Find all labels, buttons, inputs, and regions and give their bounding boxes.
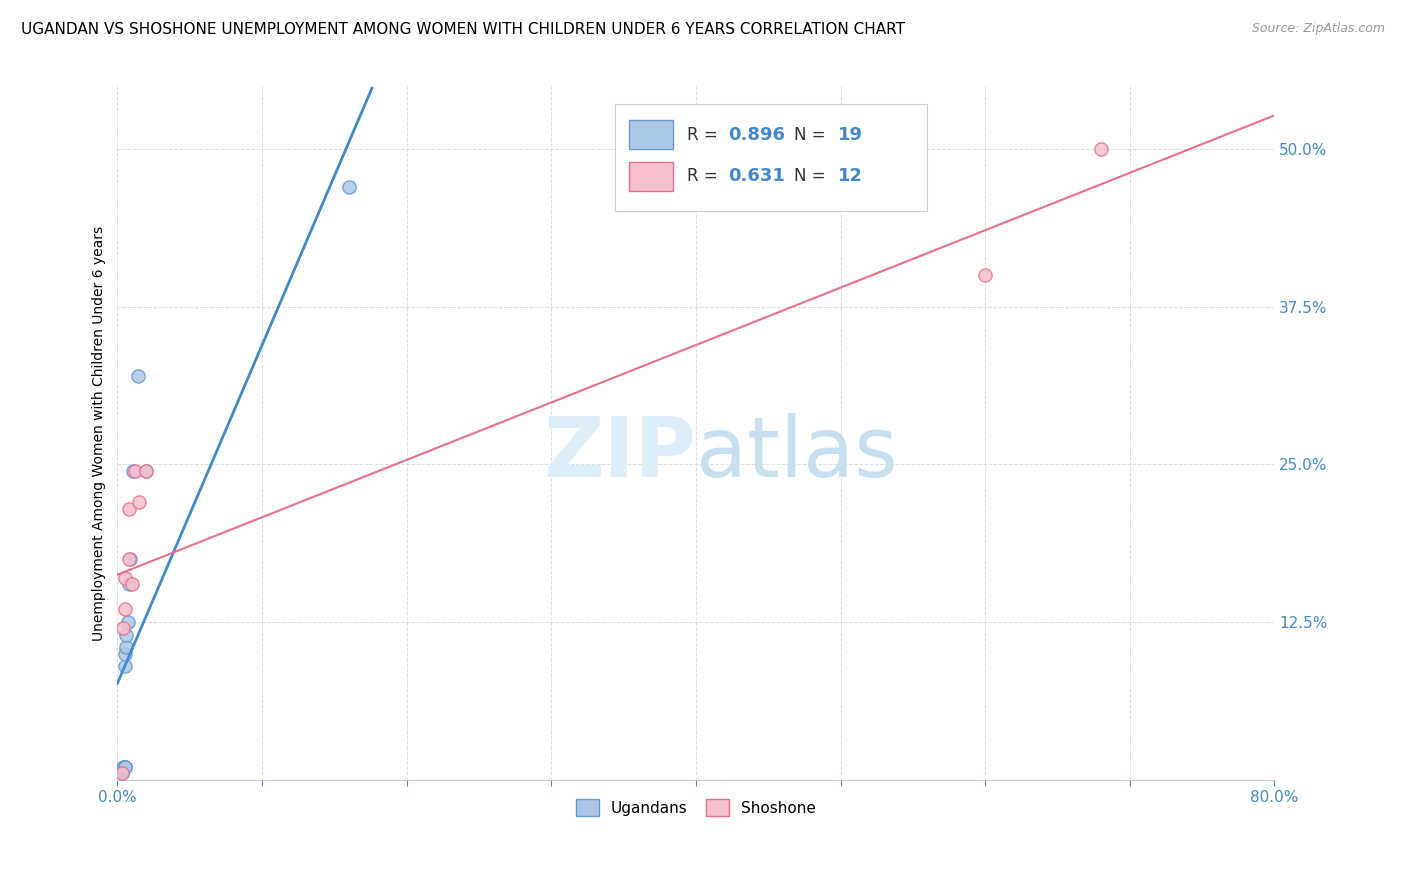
Point [112,621,135,635]
Text: ZIP: ZIP [543,413,696,494]
Point [111,766,134,780]
Text: R =: R = [686,168,723,186]
Point [112,760,135,774]
Point [122,464,145,478]
Text: 12: 12 [838,168,863,186]
Point [127,369,149,384]
Point [135,464,157,478]
Point [112,761,135,775]
FancyBboxPatch shape [628,162,672,191]
Point [118,577,141,591]
Text: 0.896: 0.896 [728,126,786,144]
Point [118,552,141,566]
FancyBboxPatch shape [614,103,928,211]
Point [114,760,136,774]
Point [114,571,136,585]
Text: Source: ZipAtlas.com: Source: ZipAtlas.com [1251,22,1385,36]
Point [117,615,139,629]
Legend: Ugandans, Shoshone: Ugandans, Shoshone [568,791,824,824]
Point [114,602,136,616]
Point [111,764,134,778]
Point [337,180,360,194]
Point [124,464,146,478]
Point [118,501,141,516]
Point [128,495,150,509]
Point [121,577,143,591]
Point [114,760,136,774]
Point [114,659,136,673]
Point [1090,142,1112,156]
Point [115,627,138,641]
Point [114,647,136,661]
Text: R =: R = [686,126,723,144]
Point [115,640,138,655]
Point [120,552,142,566]
Text: 0.631: 0.631 [728,168,785,186]
Point [111,766,134,780]
Point [114,760,136,774]
Point [135,464,157,478]
Point [112,763,135,777]
Text: atlas: atlas [696,413,897,494]
Y-axis label: Unemployment Among Women with Children Under 6 years: Unemployment Among Women with Children U… [93,226,107,640]
FancyBboxPatch shape [628,120,672,150]
Text: 19: 19 [838,126,863,144]
Point [974,268,997,283]
Text: UGANDAN VS SHOSHONE UNEMPLOYMENT AMONG WOMEN WITH CHILDREN UNDER 6 YEARS CORRELA: UGANDAN VS SHOSHONE UNEMPLOYMENT AMONG W… [21,22,905,37]
Text: N =: N = [794,126,831,144]
Text: N =: N = [794,168,831,186]
